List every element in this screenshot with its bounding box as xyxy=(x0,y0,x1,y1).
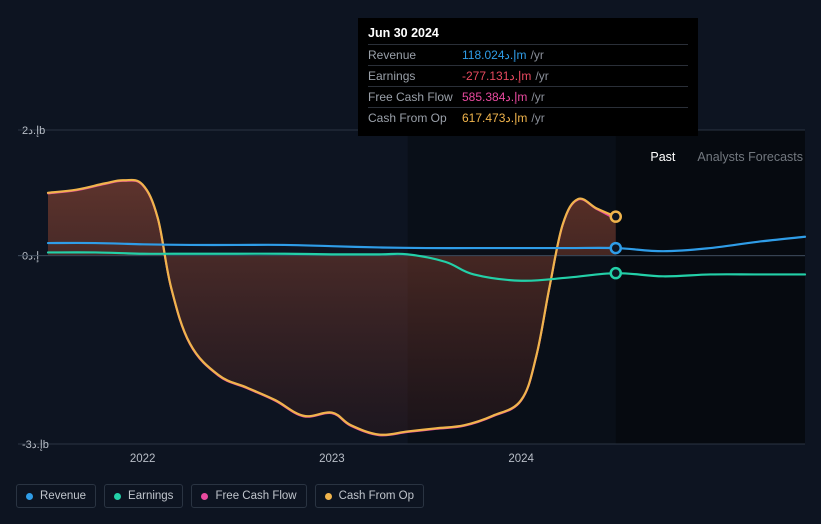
legend-label: Earnings xyxy=(128,490,173,502)
svg-text:2022: 2022 xyxy=(130,453,156,465)
svg-text:0إ.د: 0إ.د xyxy=(22,251,39,263)
legend-dot-icon xyxy=(26,493,33,500)
tooltip-label: Free Cash Flow xyxy=(368,90,462,104)
chart-legend: Revenue Earnings Free Cash Flow Cash Fro… xyxy=(16,484,424,508)
tooltip-suffix: /yr xyxy=(531,111,544,125)
svg-text:2إ.دb: 2إ.دb xyxy=(22,125,45,137)
legend-item-cfo[interactable]: Cash From Op xyxy=(315,484,424,508)
tooltip-label: Earnings xyxy=(368,69,462,83)
legend-dot-icon xyxy=(114,493,121,500)
tooltip-label: Cash From Op xyxy=(368,111,462,125)
tooltip-suffix: /yr xyxy=(531,90,544,104)
tooltip-row-cfo: Cash From Op 617.473إ.دm /yr xyxy=(368,107,688,128)
section-label-forecast: Analysts Forecasts xyxy=(697,150,803,164)
legend-dot-icon xyxy=(325,493,332,500)
svg-text:-3إ.دb: -3إ.دb xyxy=(22,439,49,451)
tooltip-suffix: /yr xyxy=(535,69,548,83)
legend-label: Revenue xyxy=(40,490,86,502)
svg-text:2024: 2024 xyxy=(508,453,534,465)
tooltip-date: Jun 30 2024 xyxy=(368,24,688,44)
chart-section-labels: Past Analysts Forecasts xyxy=(650,150,803,164)
tooltip-row-earnings: Earnings -277.131إ.دm /yr xyxy=(368,65,688,86)
tooltip-row-fcf: Free Cash Flow 585.384إ.دm /yr xyxy=(368,86,688,107)
tooltip-row-revenue: Revenue 118.024إ.دm /yr xyxy=(368,44,688,65)
legend-item-revenue[interactable]: Revenue xyxy=(16,484,96,508)
section-label-past: Past xyxy=(650,150,675,164)
tooltip-suffix: /yr xyxy=(531,48,544,62)
tooltip-value: 585.384إ.دm xyxy=(462,90,527,104)
tooltip-value: 617.473إ.دm xyxy=(462,111,527,125)
legend-label: Cash From Op xyxy=(339,490,414,502)
svg-text:2023: 2023 xyxy=(319,453,345,465)
tooltip-label: Revenue xyxy=(368,48,462,62)
tooltip-value: -277.131إ.دm xyxy=(462,69,531,83)
legend-label: Free Cash Flow xyxy=(215,490,296,502)
legend-item-fcf[interactable]: Free Cash Flow xyxy=(191,484,306,508)
tooltip-value: 118.024إ.دm xyxy=(462,48,527,62)
legend-item-earnings[interactable]: Earnings xyxy=(104,484,183,508)
chart-tooltip: Jun 30 2024 Revenue 118.024إ.دm /yr Earn… xyxy=(358,18,698,136)
legend-dot-icon xyxy=(201,493,208,500)
